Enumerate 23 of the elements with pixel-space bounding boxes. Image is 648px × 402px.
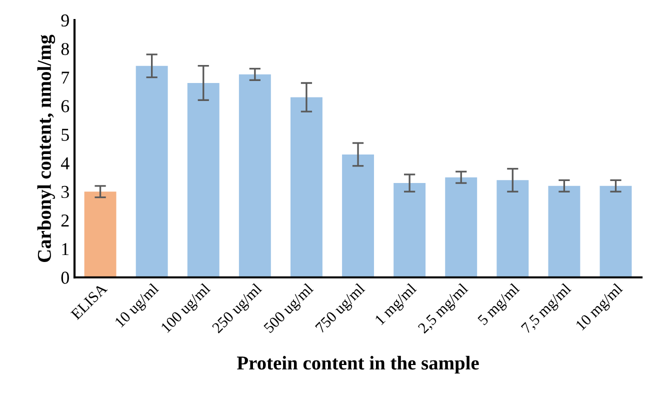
bar — [84, 192, 116, 278]
x-axis-title: Protein content in the sample — [237, 356, 479, 374]
y-tick-label: 8 — [61, 42, 69, 56]
bar — [238, 74, 271, 278]
bar — [342, 154, 374, 278]
y-tick-label: 6 — [61, 100, 70, 112]
bar — [290, 97, 322, 278]
y-tick-label: 5 — [62, 128, 69, 141]
y-tick-label: 3 — [61, 186, 69, 198]
bar — [136, 66, 168, 278]
bar — [445, 177, 478, 278]
y-tick-label: 4 — [60, 157, 70, 170]
y-tick-label: 0 — [61, 272, 69, 284]
bar — [187, 82, 220, 278]
y-tick-label: 9 — [61, 14, 69, 27]
y-tick-label: 2 — [61, 214, 69, 226]
bar — [394, 183, 426, 278]
bar — [600, 186, 632, 278]
bar — [496, 180, 529, 278]
y-tick-label: 7 — [62, 72, 70, 84]
y-axis-title: Carbonyl content, nmol/mg — [37, 34, 56, 262]
bar — [548, 186, 580, 278]
y-tick-label: 1 — [62, 243, 69, 256]
